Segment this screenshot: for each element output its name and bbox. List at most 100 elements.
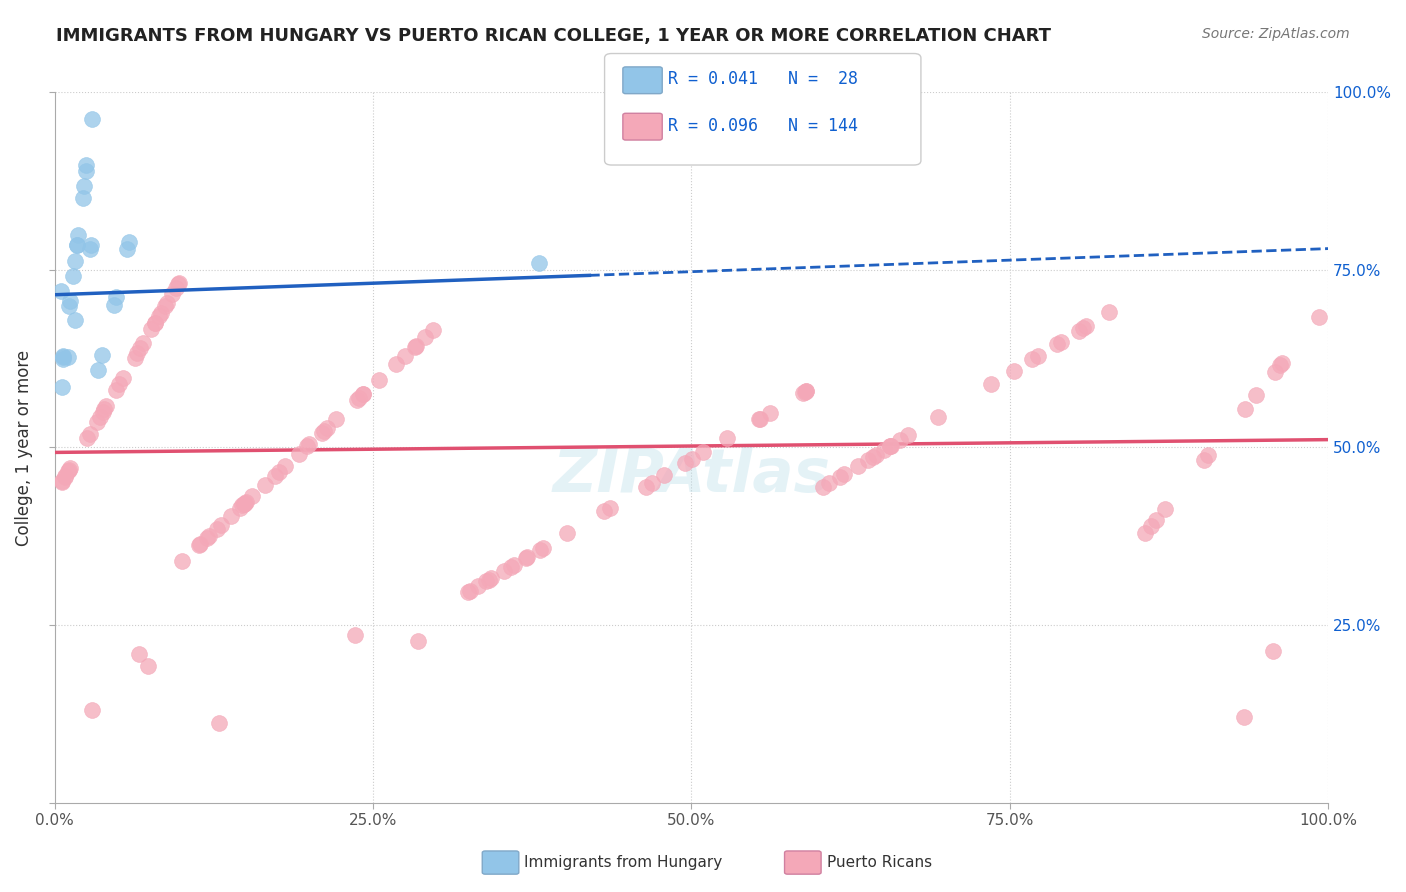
Point (832, 467, 855, 482)
Point (315, 421, 337, 435)
Point (344, 628, 367, 642)
Point (141, 322, 163, 336)
Point (66, 238, 89, 252)
Point (673, 456, 696, 470)
Point (862, 450, 884, 464)
Point (65, 313, 87, 327)
Point (406, 634, 429, 648)
Point (53, 469, 76, 483)
Point (127, 346, 149, 360)
Point (170, 554, 193, 568)
Y-axis label: College, 1 year or more: College, 1 year or more (15, 350, 32, 546)
Point (502, 558, 524, 572)
Point (91, 404, 114, 418)
Point (235, 495, 257, 509)
Point (856, 453, 879, 467)
Point (143, 316, 166, 330)
Point (267, 465, 290, 479)
Point (166, 277, 188, 291)
Point (897, 428, 920, 442)
Point (312, 424, 335, 438)
Point (599, 500, 621, 515)
Point (63, 254, 86, 268)
Point (263, 468, 285, 483)
Point (634, 479, 657, 493)
Point (287, 447, 309, 461)
Point (457, 585, 479, 599)
Point (927, 410, 949, 425)
Point (413, 330, 436, 344)
Point (499, 559, 522, 574)
Point (104, 383, 127, 397)
Point (478, 573, 501, 587)
Point (56, 464, 79, 478)
Point (58, 299, 80, 313)
Point (1271, 356, 1294, 370)
Point (80, 703, 103, 717)
Point (325, 412, 347, 426)
Point (1308, 310, 1330, 324)
Point (128, 648, 150, 662)
Point (111, 371, 134, 385)
Point (527, 256, 550, 270)
Point (1067, 324, 1090, 338)
Text: R = 0.041   N =  28: R = 0.041 N = 28 (668, 70, 858, 88)
Point (1026, 349, 1049, 363)
Point (52, 351, 75, 365)
Point (1139, 519, 1161, 533)
Point (149, 306, 172, 320)
Point (90, 348, 112, 362)
Point (394, 349, 416, 363)
Point (143, 316, 166, 330)
Point (652, 468, 675, 483)
Text: Puerto Ricans: Puerto Ricans (827, 855, 932, 870)
Point (467, 579, 489, 593)
Point (1046, 336, 1069, 351)
Point (51, 475, 73, 489)
Point (404, 340, 426, 354)
Point (794, 384, 817, 398)
Point (89, 410, 111, 425)
Point (681, 451, 703, 466)
Point (75, 164, 97, 178)
Point (879, 439, 901, 453)
Point (118, 235, 141, 250)
Point (865, 448, 887, 462)
Point (233, 497, 256, 511)
Point (205, 522, 228, 536)
Point (405, 339, 427, 353)
Point (66, 237, 89, 252)
Point (49, 284, 72, 298)
Point (1098, 305, 1121, 319)
Point (295, 439, 318, 453)
Point (198, 529, 221, 543)
Point (52, 350, 75, 364)
Point (475, 574, 498, 589)
Point (153, 300, 176, 314)
Point (160, 287, 183, 301)
Point (879, 439, 901, 453)
Point (352, 387, 374, 401)
Point (188, 538, 211, 552)
Point (1074, 319, 1097, 334)
Point (167, 276, 190, 290)
Point (129, 341, 152, 355)
Point (87, 363, 110, 377)
Point (311, 425, 333, 440)
Point (79, 242, 101, 256)
Point (1133, 526, 1156, 541)
Point (1049, 334, 1071, 349)
Point (242, 489, 264, 503)
Point (1264, 365, 1286, 379)
Point (793, 384, 815, 399)
Point (759, 405, 782, 419)
Point (367, 373, 389, 387)
Point (219, 509, 242, 524)
Point (879, 439, 901, 453)
Point (492, 564, 515, 578)
Point (592, 504, 614, 518)
Point (209, 518, 232, 533)
Point (846, 458, 869, 473)
Point (79, 238, 101, 252)
Point (233, 496, 256, 510)
